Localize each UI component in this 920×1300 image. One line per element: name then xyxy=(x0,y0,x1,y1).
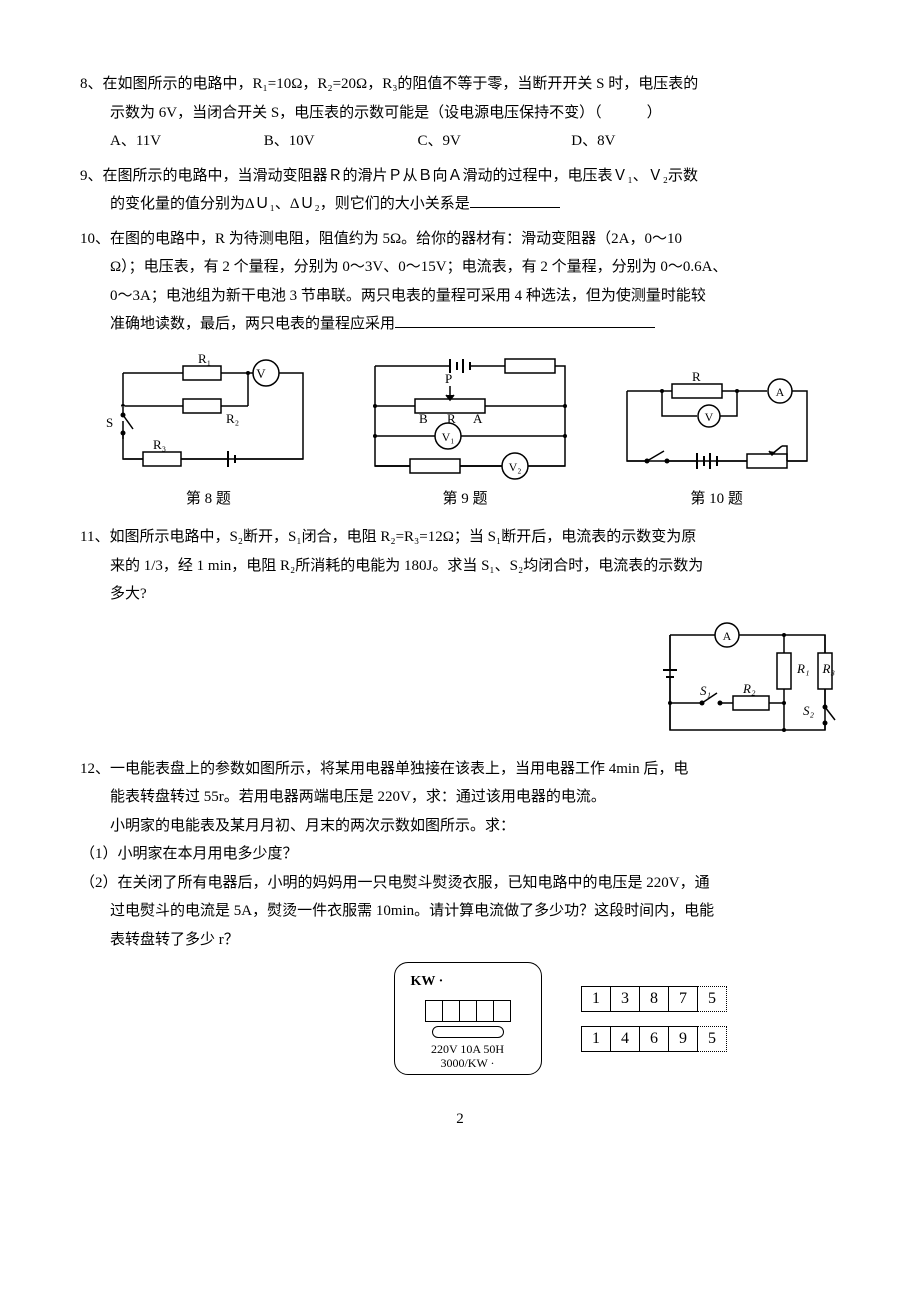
circuit-11-svg: A R₁ S₂ S₁ R₂ R₃ xyxy=(655,615,840,745)
q12-s2b: 过电熨斗的电流是 5A，熨烫一件衣服需 10min。请计算电流做了多少功？这段时… xyxy=(80,897,840,926)
q11-num: 11、 xyxy=(80,529,109,545)
fig9-r: R xyxy=(447,411,456,426)
fig10-r: R xyxy=(692,371,701,384)
fig9-v2: V₂ xyxy=(509,460,522,474)
q10-l4: 准确地读数，最后，两只电表的量程应采用 xyxy=(110,316,395,332)
readings-column: 1 3 8 7 5 1 4 6 9 5 xyxy=(582,972,727,1066)
r2-d4: 9 xyxy=(668,1026,698,1052)
q10-blank xyxy=(395,312,655,328)
q12-s2a: （2）在关闭了所有电器后，小明的妈妈用一只电熨斗熨烫衣服，已知电路中的电压是 2… xyxy=(80,869,840,898)
reading-1: 1 3 8 7 5 xyxy=(582,986,727,1012)
r2-d3: 6 xyxy=(639,1026,669,1052)
q12-s2c: 表转盘转了多少 r？ xyxy=(80,926,840,955)
r1-d5: 5 xyxy=(697,986,727,1012)
fig11-s1: S₁ xyxy=(700,683,711,698)
meter-row: KW · 220V 10A 50H 3000/KW · 1 3 8 7 5 1 … xyxy=(280,962,840,1075)
question-10: 10、在图的电路中，R 为待测电阻，阻值约为 5Ω。给你的器材有：滑动变阻器（2… xyxy=(80,225,840,339)
figure-8: R₁ V S R₂ R₃ 第 8 题 xyxy=(98,351,318,514)
circuit-9-svg: P B R A V₁ V₂ xyxy=(355,351,575,481)
fig11-r1: R₁ xyxy=(796,661,809,676)
fig9-a: A xyxy=(473,411,483,426)
fig11-s2: S₂ xyxy=(803,703,815,718)
q8-opt-d: D、8V xyxy=(571,127,721,156)
question-8: 8、在如图所示的电路中，R₁=10Ω，R₂=20Ω，R₃的阻值不等于零，当断开开… xyxy=(80,70,840,156)
fig8-v: V xyxy=(257,366,267,381)
q10-l2: Ω）；电压表，有 2 个量程，分别为 0～3V、0～15V；电流表，有 2 个量… xyxy=(80,253,840,282)
fig9-p: P xyxy=(445,371,452,386)
fig10-v: V xyxy=(704,410,713,424)
q8-opt-b: B、10V xyxy=(264,127,414,156)
q8-options: A、11V B、10V C、9V D、8V xyxy=(80,127,840,156)
q10-l1: 在图的电路中，R 为待测电阻，阻值约为 5Ω。给你的器材有：滑动变阻器（2A，0… xyxy=(110,231,682,247)
meter-spec2: 3000/KW · xyxy=(403,1056,533,1070)
meter-spec1: 220V 10A 50H xyxy=(403,1042,533,1056)
fig10-a: A xyxy=(775,385,784,399)
q9-line1: 在图所示的电路中，当滑动变阻器Ｒ的滑片Ｐ从Ｂ向Ａ滑动的过程中，电压表Ｖ₁、Ｖ₂示… xyxy=(103,168,698,184)
figure-9: P B R A V₁ V₂ 第 9 题 xyxy=(355,351,575,514)
question-9: 9、在图所示的电路中，当滑动变阻器Ｒ的滑片Ｐ从Ｂ向Ａ滑动的过程中，电压表Ｖ₁、Ｖ… xyxy=(80,162,840,219)
q8-opt-c: C、9V xyxy=(418,127,568,156)
circuit-10-svg: R A V xyxy=(612,371,822,481)
r1-d2: 3 xyxy=(610,986,640,1012)
r2-d2: 4 xyxy=(610,1026,640,1052)
fig11-r2: R₂ xyxy=(742,681,756,696)
fig9-b: B xyxy=(419,411,428,426)
fig11-a: A xyxy=(723,629,732,643)
question-11: 11、如图所示电路中，S₂断开，S₁闭合，电阻 R₂=R₃=12Ω；当 S₁断开… xyxy=(80,523,840,609)
figcap-10: 第 10 题 xyxy=(612,485,822,514)
q11-l1: 如图所示电路中，S₂断开，S₁闭合，电阻 R₂=R₃=12Ω；当 S₁断开后，电… xyxy=(109,529,696,545)
q9-blank xyxy=(470,192,560,208)
meter-disc xyxy=(432,1026,504,1038)
q11-l3: 多大? xyxy=(80,580,840,609)
q12-num: 12、 xyxy=(80,761,110,777)
fig9-v1: V₁ xyxy=(442,430,455,444)
fig8-r1: R₁ xyxy=(198,351,211,366)
circuit-8-svg: R₁ V S R₂ R₃ xyxy=(98,351,318,481)
energy-meter: KW · 220V 10A 50H 3000/KW · xyxy=(394,962,542,1075)
fig8-s: S xyxy=(106,415,113,430)
meter-top: KW · xyxy=(403,969,533,996)
q8-num: 8、 xyxy=(80,76,103,92)
q12-l3: 小明家的电能表及某月月初、月末的两次示数如图所示。求： xyxy=(80,812,840,841)
q12-s1: （1）小明家在本月用电多少度？ xyxy=(80,840,840,869)
reading-2: 1 4 6 9 5 xyxy=(582,1026,727,1052)
figure-10: R A V 第 10 题 xyxy=(612,371,822,514)
fig8-r3: R₃ xyxy=(153,437,166,452)
r1-d1: 1 xyxy=(581,986,611,1012)
question-12: 12、一电能表盘上的参数如图所示，将某用电器单独接在该表上，当用电器工作 4mi… xyxy=(80,755,840,955)
q11-l2: 来的 1/3，经 1 min，电阻 R₂所消耗的电能为 180J。求当 S₁、S… xyxy=(80,552,840,581)
r1-d4: 7 xyxy=(668,986,698,1012)
q8-line1: 在如图所示的电路中，R₁=10Ω，R₂=20Ω，R₃的阻值不等于零，当断开开关 … xyxy=(103,76,699,92)
q12-l1: 一电能表盘上的参数如图所示，将某用电器单独接在该表上，当用电器工作 4min 后… xyxy=(110,761,688,777)
r2-d1: 1 xyxy=(581,1026,611,1052)
q8-line2: 示数为 6V，当闭合开关 S，电压表的示数可能是（设电源电压保持不变）（ ） xyxy=(80,99,840,128)
q9-line2: 的变化量的值分别为ΔＵ₁、ΔＵ₂，则它们的大小关系是 xyxy=(110,196,470,212)
meter-digits xyxy=(403,1000,533,1022)
page-number: 2 xyxy=(80,1105,840,1134)
fig11-r3: R₃ xyxy=(822,661,835,676)
fig8-r2: R₂ xyxy=(226,411,239,426)
figure-11: A R₁ S₂ S₁ R₂ R₃ xyxy=(655,615,840,745)
r1-d3: 8 xyxy=(639,986,669,1012)
q10-num: 10、 xyxy=(80,231,110,247)
figcap-8: 第 8 题 xyxy=(98,485,318,514)
r2-d5: 5 xyxy=(697,1026,727,1052)
q8-opt-a: A、11V xyxy=(110,127,260,156)
figure-row-8-9-10: R₁ V S R₂ R₃ 第 8 题 xyxy=(80,351,840,514)
q12-l2: 能表转盘转过 55r。若用电器两端电压是 220V，求：通过该用电器的电流。 xyxy=(80,783,840,812)
figcap-9: 第 9 题 xyxy=(355,485,575,514)
q9-num: 9、 xyxy=(80,168,103,184)
q10-l3: 0～3A；电池组为新干电池 3 节串联。两只电表的量程可采用 4 种选法，但为使… xyxy=(80,282,840,311)
